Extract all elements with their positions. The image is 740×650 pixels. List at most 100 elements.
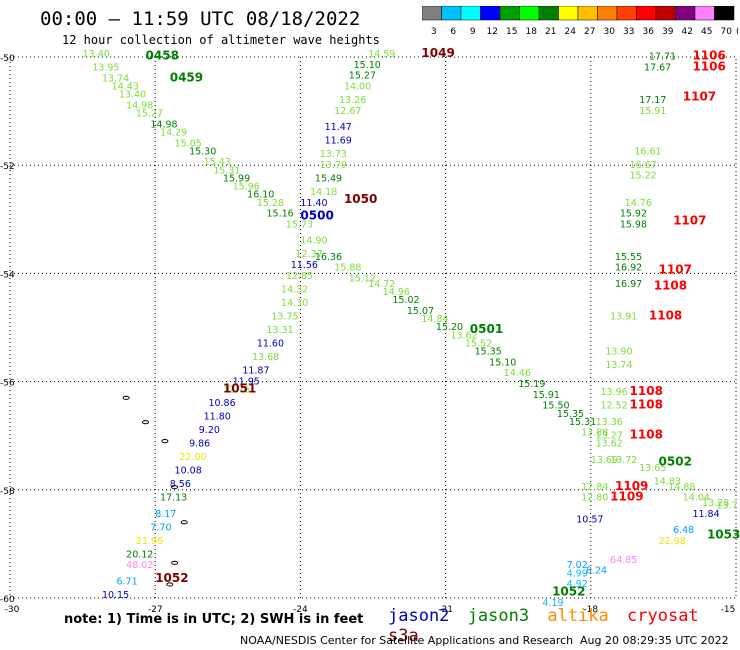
swh-value: 14.88 [668,482,695,493]
swh-value: 10.15 [102,590,129,601]
legend-cryosat: cryosat [627,606,699,626]
lat-tick-label: -50 [0,54,15,64]
pass-id-label: 1107 [683,89,716,103]
swh-value: 7.70 [150,522,171,533]
colorbar-tick-label: 3 [431,27,437,37]
swh-value: 15.02 [392,295,419,306]
pass-id-label: 1049 [421,46,454,60]
swh-value: 14.04 [683,493,710,504]
pass-id-label: 1053 [707,527,740,541]
pass-id-label: 1052 [552,584,585,598]
pass-id-label: 1108 [649,308,682,322]
lat-tick-label: -56 [0,379,15,389]
swh-value: 14.90 [300,236,327,247]
swh-value: 13.26 [339,95,366,106]
swh-value: 15.28 [257,198,284,209]
swh-value: 13.95 [92,63,119,74]
lon-tick-label: -21 [438,605,453,615]
colorbar-tick-label: 15 [506,27,517,37]
pass-id-label: 1108 [630,384,663,398]
swh-value: 15.27 [136,109,163,120]
swh-value: 13.88 [581,428,608,439]
swh-value: 12.85 [286,271,313,282]
colorbar-tick-label: 18 [526,27,538,37]
swh-value: 10.86 [208,398,235,409]
lon-tick-label: -30 [5,605,20,615]
swh-value: 15.49 [315,173,342,184]
colorbar-unit: (ft) [736,27,738,37]
swh-value: 16.10 [247,190,274,201]
island-outline [142,420,150,425]
swh-value: 21.96 [136,536,163,547]
pass-id-label: 1051 [223,381,256,395]
swh-value: 12.76 [223,384,250,395]
swh-value: 15.91 [639,106,666,117]
swh-value: 13.72 [610,455,637,466]
satellite-legend: jason2 jason3 altika cryosat s3a [388,606,740,646]
swh-value: 12.67 [334,106,361,117]
pass-id-label: 1108 [654,279,687,293]
swh-value: 15.92 [620,209,647,220]
swh-value: 22.98 [659,536,686,547]
swh-value: 13.62 [596,439,623,450]
swh-value: 4.99 [567,568,588,579]
swh-value: 16.61 [634,146,661,157]
swh-value: 15.99 [223,173,250,184]
swh-value: 13.7 [717,501,738,512]
island-outline [171,560,179,565]
colorbar-tick-label: 30 [604,27,616,37]
swh-value: 15.35 [557,409,584,420]
swh-value: 10.57 [576,514,603,525]
swh-value: 6.48 [673,525,694,536]
swh-value: 9.20 [199,425,220,436]
swh-value: 13.75 [271,311,298,322]
swh-value: 8.17 [155,509,176,520]
swh-value: 14.83 [654,476,681,487]
lat-tick-label: -58 [0,487,15,497]
colorbar-tick-label: 45 [701,27,712,37]
credit-line: NOAA/NESDIS Center for Satellite Applica… [240,634,574,647]
lon-tick-label: -27 [148,605,163,615]
swh-value: 4.92 [567,579,588,590]
swh-value: 15.19 [518,379,545,390]
swh-value: 15.88 [334,263,361,274]
swh-value: 15.12 [349,274,376,285]
swh-value: 11.80 [204,411,231,422]
lat-tick-label: -54 [0,270,15,280]
swh-value: 15.35 [475,347,502,358]
swh-value: 15.50 [542,401,569,412]
swh-value: 8.56 [170,479,191,490]
pass-id-label: 1108 [630,427,663,441]
pass-id-label: 1106 [692,49,725,63]
swh-value: 9.86 [189,439,210,450]
swh-value: 15.27 [349,71,376,82]
swh-value: 13.62 [450,330,477,341]
swh-value: 48.02 [126,560,153,571]
swh-value: 16.36 [315,252,342,263]
pass-id-label: 0458 [146,49,179,63]
swh-value: 15.31 [213,165,240,176]
legend-altika: altika [547,606,609,626]
swh-value: 14.18 [310,187,337,198]
swh-value: 13.73 [320,149,347,160]
swh-value: 20.12 [126,549,153,560]
colorbar-tick-label: 36 [643,27,655,37]
swh-value: 4.19 [542,598,563,609]
colorbar-swatch [714,6,735,21]
swh-value: 15.10 [489,357,516,368]
swh-value: 16.92 [615,263,642,274]
swh-value: 15.22 [630,171,657,182]
swh-value: 6.71 [116,576,137,587]
swh-value: 11.95 [233,376,260,387]
swh-value: 11.47 [325,122,352,133]
swh-value: 13.36 [596,417,623,428]
swh-value: 12.84 [581,482,608,493]
colorbar-tick-label: 6 [450,27,456,37]
swh-value: 15.98 [620,219,647,230]
swh-value: 17.71 [649,52,676,63]
island-outline [122,395,130,400]
generation-timestamp: Aug 20 08:29:35 UTC 2022 [580,634,729,647]
colorbar-tick-label: 33 [623,27,634,37]
pass-id-label: 1109 [615,479,648,493]
